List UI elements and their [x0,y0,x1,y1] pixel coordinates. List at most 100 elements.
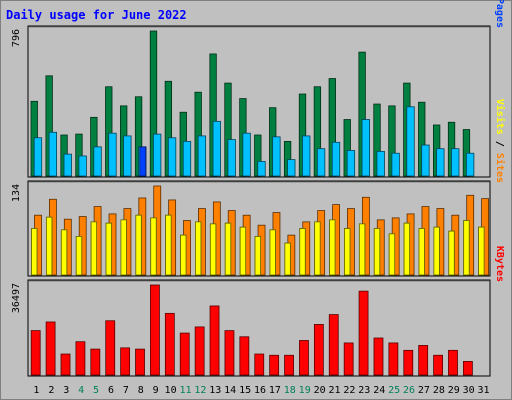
legend-entry: Pages [494,0,505,28]
bar-kbytes-day-23 [358,290,369,376]
bar-visits-front-day-24 [373,228,381,276]
day-tick-label: 23 [358,385,370,396]
bar-files-day-21 [331,141,341,177]
bar-kbytes-day-25 [388,342,399,376]
bar-visits-front-day-18 [284,242,291,276]
bar-files-day-7 [123,135,132,177]
day-tick-label: 18 [284,385,296,396]
bar-files-day-18 [287,159,296,177]
bar-kbytes-day-16 [254,353,265,376]
bar-files-day-11 [182,140,192,177]
bar-visits-front-day-31 [478,226,485,276]
bar-kbytes-day-19 [299,340,309,376]
bar-kbytes-day-6 [105,320,116,376]
bar-files-day-27 [421,144,430,177]
day-tick-label: 7 [123,385,129,396]
bar-files-day-20 [316,148,326,177]
day-tick-label: 21 [328,385,340,396]
day-tick-label: 31 [478,385,490,396]
bar-visits-front-day-27 [418,228,425,276]
bar-kbytes-day-13 [209,305,220,376]
bar-kbytes-day-8 [135,348,145,376]
day-tick-label: 12 [194,385,206,396]
bar-visits-front-day-22 [344,228,351,276]
bar-visits-front-day-11 [180,234,187,276]
bar-files-day-13 [212,120,221,177]
legend-entry: Visits [494,99,506,135]
bar-kbytes-day-4 [75,341,86,376]
bar-kbytes-day-26 [403,349,414,376]
chart-title: Daily usage for June 2022 [6,8,187,22]
bar-files-day-15 [242,132,251,177]
bar-files-day-28 [436,148,445,177]
bar-kbytes-day-27 [418,345,429,376]
bar-kbytes-day-10 [164,312,175,376]
bar-kbytes-day-22 [343,342,354,376]
bar-files-day-12 [197,135,207,177]
day-tick-label: 9 [153,385,159,396]
bar-files-day-22 [346,150,356,177]
bar-kbytes-day-11 [179,332,190,376]
legend-entry: KBytes [494,246,505,282]
bar-visits-front-day-23 [358,223,366,276]
day-axis: 1 2 3 4 5 6 7 8 9 10 11 12 13 14 15 16 17 18 19 20 21 22 23 24 2… [33,385,489,396]
bar-visits-front-day-8 [135,214,142,276]
day-tick-label: 24 [373,385,385,396]
bar-visits-front-day-20 [314,221,321,276]
day-tick-label: 1 [33,385,39,396]
bar-files-day-26 [406,106,415,177]
bar-visits-front-day-6 [105,222,112,276]
bar-files-day-6 [108,132,117,177]
day-tick-label: 15 [239,385,251,396]
bar-files-day-9 [153,133,162,177]
series-legend: KBytes [494,246,505,282]
bar-files-day-16 [257,161,266,177]
bar-visits-front-day-16 [254,236,261,276]
bar-files-day-1 [33,137,43,177]
panel-2: 134 Visits / Sites [11,99,506,277]
day-tick-label: 2 [48,385,54,396]
bar-visits-front-day-19 [299,228,306,276]
bar-kbytes-day-17 [269,354,280,376]
bar-visits-front-day-26 [403,222,410,276]
legend-separator: / [494,135,505,153]
bar-kbytes-day-15 [239,336,250,376]
bar-visits-front-day-29 [448,230,455,276]
bar-files-day-25 [391,152,400,177]
day-tick-label: 22 [343,385,355,396]
bar-visits-front-day-3 [60,229,68,276]
bar-visits-front-day-25 [388,233,396,276]
bar-kbytes-day-29 [448,349,458,376]
bar-kbytes-day-5 [90,348,101,376]
bar-kbytes-day-30 [462,361,473,376]
bar-visits-front-day-17 [269,229,276,276]
bar-visits-front-day-5 [90,221,98,276]
bar-visits-front-day-14 [224,222,232,276]
day-tick-label: 26 [403,385,415,396]
day-tick-label: 16 [254,385,266,396]
bar-files-day-19 [302,135,311,177]
day-tick-label: 11 [179,385,191,396]
bar-visits-front-day-21 [329,219,336,276]
bar-visits-front-day-9 [150,217,157,276]
day-tick-label: 28 [433,385,445,396]
bar-kbytes-day-14 [224,330,235,376]
bar-visits-front-day-2 [46,216,53,276]
bar-visits-front-day-12 [195,221,202,276]
day-tick-label: 3 [63,385,69,396]
bar-kbytes-day-28 [433,354,443,376]
bar-files-day-24 [376,151,385,177]
bar-files-day-10 [167,137,177,177]
max-value-label: 36497 [11,283,22,313]
bar-files-day-23 [361,119,370,177]
day-tick-label: 19 [299,385,311,396]
day-tick-label: 27 [418,385,430,396]
bar-files-day-5 [93,146,102,177]
day-tick-label: 14 [224,385,236,396]
day-tick-label: 13 [209,385,221,396]
max-value-label: 134 [11,184,22,202]
day-tick-label: 5 [93,385,99,396]
bar-kbytes-day-21 [328,314,339,376]
bar-kbytes-day-7 [120,347,131,376]
